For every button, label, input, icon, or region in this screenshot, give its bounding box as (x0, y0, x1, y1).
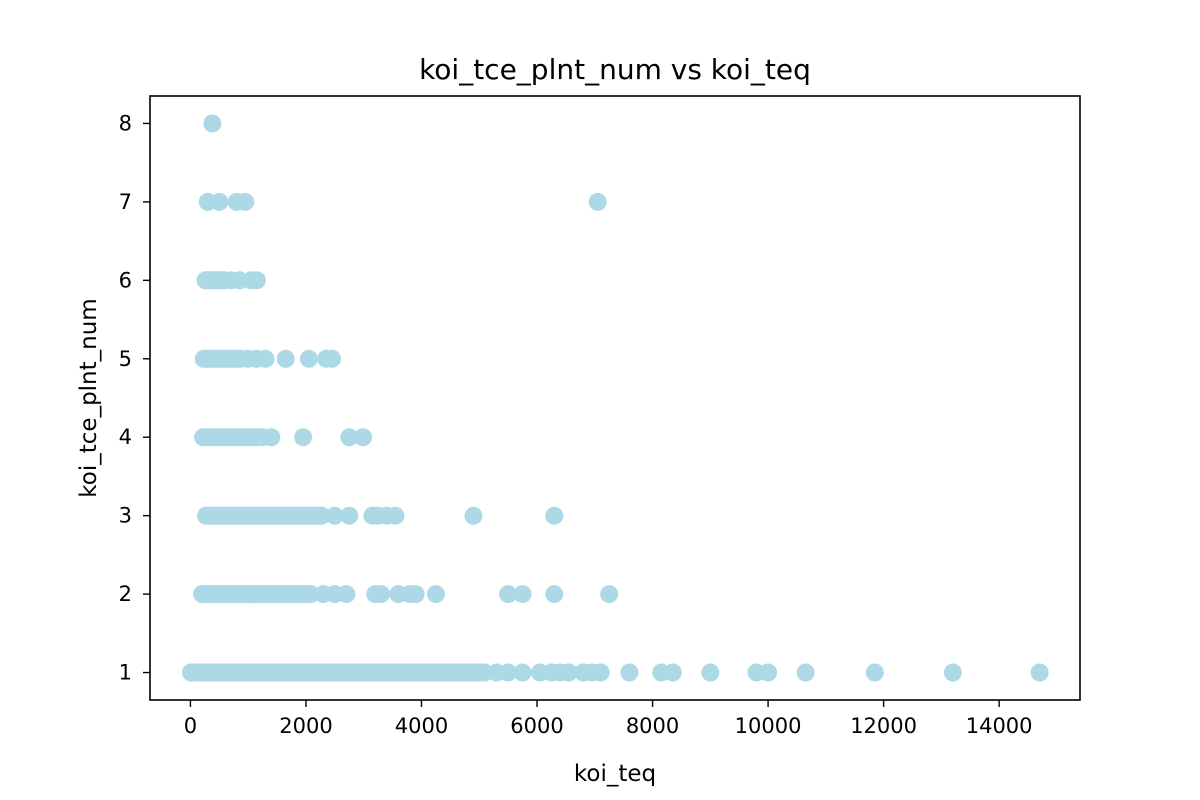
data-point (386, 506, 405, 525)
data-point (340, 428, 359, 447)
data-point (620, 663, 639, 682)
data-point (513, 585, 532, 604)
y-tick-label: 3 (119, 504, 132, 528)
data-point (312, 506, 331, 525)
data-points (182, 114, 1049, 682)
data-point (203, 114, 222, 133)
data-point (663, 663, 682, 682)
x-tick-label: 14000 (966, 714, 1033, 738)
data-point (294, 428, 313, 447)
data-point (406, 585, 425, 604)
x-tick-label: 12000 (850, 714, 917, 738)
data-point (499, 663, 518, 682)
data-point (559, 663, 578, 682)
data-point (796, 663, 815, 682)
data-point (600, 585, 619, 604)
chart-title: koi_tce_plnt_num vs koi_teq (419, 53, 811, 86)
data-point (182, 663, 200, 682)
y-axis-label: koi_tce_plnt_num (76, 298, 102, 497)
data-point (354, 428, 373, 447)
y-tick-label: 8 (119, 111, 132, 135)
data-point (236, 192, 255, 211)
data-point (943, 663, 962, 682)
data-point (337, 585, 356, 604)
data-point (545, 585, 564, 604)
data-point (545, 506, 564, 525)
x-tick-label: 4000 (395, 714, 448, 738)
data-point (701, 663, 720, 682)
y-axis-ticks: 1 2 3 4 5 6 7 8 (119, 111, 150, 685)
x-tick-label: 0 (184, 714, 197, 738)
data-point (256, 349, 275, 368)
data-point (865, 663, 884, 682)
data-point (301, 585, 320, 604)
data-point (325, 506, 344, 525)
data-point (464, 506, 483, 525)
y-tick-label: 1 (119, 661, 132, 685)
data-point (276, 349, 295, 368)
x-tick-label: 6000 (510, 714, 563, 738)
y-tick-label: 5 (119, 347, 132, 371)
data-point (247, 271, 266, 290)
data-point (323, 349, 341, 368)
data-point (759, 663, 778, 682)
x-tick-label: 8000 (626, 714, 679, 738)
x-axis-ticks: 0 2000 4000 6000 8000 10000 12000 14000 (184, 700, 1033, 738)
plot-frame (149, 95, 1081, 701)
x-axis-label: koi_teq (574, 761, 656, 787)
y-tick-label: 7 (119, 190, 132, 214)
data-point (372, 585, 391, 604)
data-point (426, 585, 445, 604)
data-point (588, 192, 607, 211)
data-point (499, 585, 518, 604)
x-tick-label: 10000 (735, 714, 802, 738)
data-point (1030, 663, 1049, 682)
y-tick-label: 2 (119, 582, 132, 606)
y-tick-label: 4 (119, 425, 132, 449)
data-point (340, 506, 359, 525)
data-point (210, 192, 229, 211)
data-point (299, 349, 318, 368)
data-point (262, 428, 281, 447)
data-point (591, 663, 610, 682)
x-tick-label: 2000 (279, 714, 332, 738)
y-tick-label: 6 (119, 268, 132, 292)
data-point (513, 663, 532, 682)
